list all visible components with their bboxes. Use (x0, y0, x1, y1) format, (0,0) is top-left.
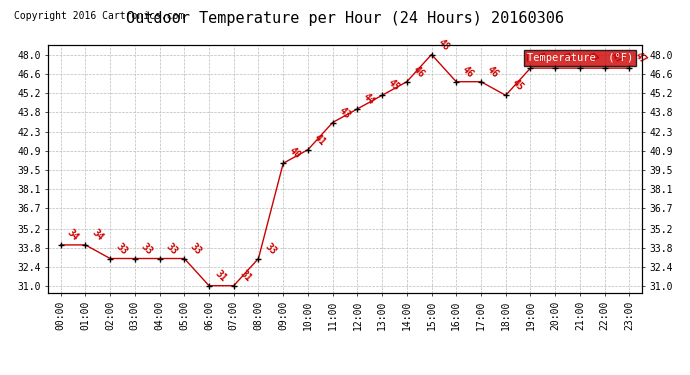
Text: 31: 31 (213, 268, 228, 284)
Text: 43: 43 (337, 105, 352, 120)
Text: 33: 33 (263, 241, 278, 256)
Text: Outdoor Temperature per Hour (24 Hours) 20160306: Outdoor Temperature per Hour (24 Hours) … (126, 11, 564, 26)
Text: 46: 46 (411, 64, 426, 80)
Text: 33: 33 (115, 241, 130, 256)
Text: 46: 46 (460, 64, 476, 80)
Text: 31: 31 (238, 268, 253, 284)
Text: 47: 47 (535, 51, 550, 66)
Text: 45: 45 (386, 78, 402, 93)
Text: 34: 34 (65, 227, 80, 243)
Text: 41: 41 (312, 132, 328, 147)
Text: 34: 34 (90, 227, 105, 243)
Text: 40: 40 (287, 146, 303, 161)
Text: 46: 46 (485, 64, 500, 80)
Text: 47: 47 (633, 51, 649, 66)
Text: 45: 45 (510, 78, 525, 93)
Text: 48: 48 (435, 37, 451, 52)
Text: 47: 47 (584, 51, 600, 66)
Legend: Temperature  (°F): Temperature (°F) (524, 50, 636, 66)
Text: Copyright 2016 Cartronics.com: Copyright 2016 Cartronics.com (14, 11, 184, 21)
Text: 33: 33 (188, 241, 204, 256)
Text: 47: 47 (609, 51, 624, 66)
Text: 33: 33 (139, 241, 155, 256)
Text: 47: 47 (560, 51, 575, 66)
Text: 44: 44 (362, 92, 377, 107)
Text: 33: 33 (164, 241, 179, 256)
